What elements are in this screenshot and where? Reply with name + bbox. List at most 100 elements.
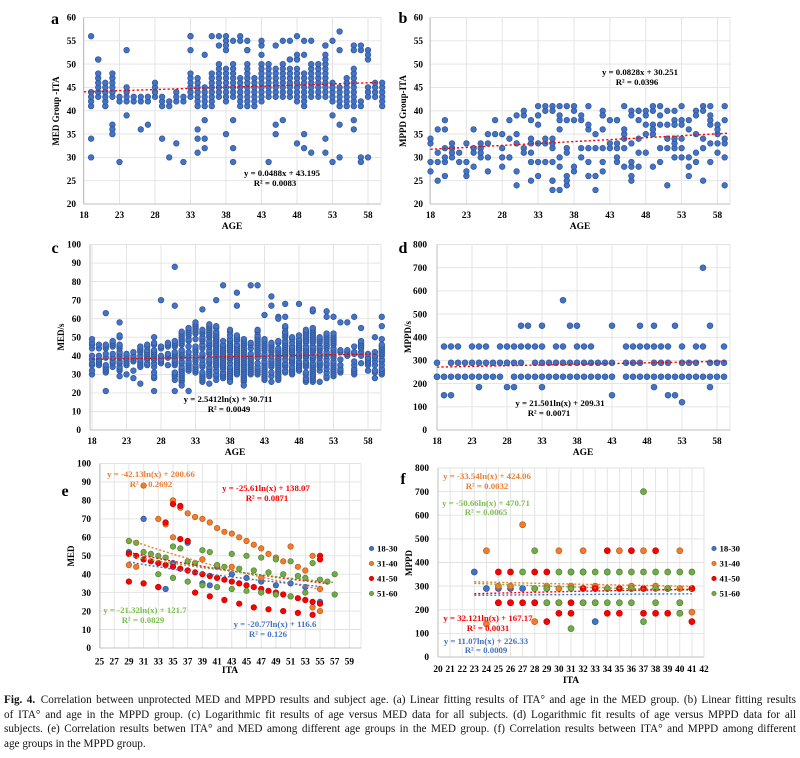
svg-text:30: 30	[82, 589, 92, 599]
svg-text:43: 43	[605, 211, 615, 221]
svg-text:y = -33.54ln(x) + 424.06: y = -33.54ln(x) + 424.06	[443, 471, 531, 481]
svg-text:AGE: AGE	[570, 222, 591, 232]
svg-text:53: 53	[677, 437, 687, 447]
svg-text:60: 60	[67, 14, 77, 24]
svg-text:100: 100	[67, 241, 81, 251]
svg-text:41-50: 41-50	[720, 574, 741, 584]
svg-text:0: 0	[86, 644, 91, 654]
svg-text:51: 51	[286, 658, 296, 668]
svg-text:18: 18	[87, 437, 97, 447]
svg-text:500: 500	[413, 310, 427, 320]
svg-text:200: 200	[415, 606, 429, 616]
svg-text:38: 38	[651, 665, 661, 675]
svg-text:20: 20	[82, 607, 92, 617]
svg-text:70: 70	[82, 515, 92, 525]
svg-text:y = -50.66ln(x) + 470.71: y = -50.66ln(x) + 470.71	[442, 498, 530, 508]
svg-text:R² = 0.0032: R² = 0.0032	[466, 481, 509, 491]
svg-text:R² = 0.0009: R² = 0.0009	[465, 645, 508, 655]
svg-text:43: 43	[260, 437, 270, 447]
svg-text:50: 50	[72, 333, 82, 343]
svg-text:57: 57	[330, 658, 340, 668]
svg-text:20: 20	[414, 200, 424, 210]
svg-text:MED/s: MED/s	[56, 323, 66, 350]
svg-text:33: 33	[591, 665, 601, 675]
svg-text:y = 32.121ln(x) + 167.17: y = 32.121ln(x) + 167.17	[443, 613, 533, 623]
svg-text:29: 29	[124, 658, 134, 668]
svg-text:40: 40	[414, 107, 424, 117]
svg-text:ITA: ITA	[222, 666, 238, 676]
svg-text:23: 23	[462, 211, 472, 221]
svg-text:55: 55	[67, 37, 77, 47]
svg-text:d: d	[399, 240, 408, 257]
svg-text:a: a	[51, 11, 59, 28]
svg-text:70: 70	[72, 296, 82, 306]
svg-text:y = 0.0488x + 43.195: y = 0.0488x + 43.195	[244, 168, 321, 178]
svg-text:51-60: 51-60	[720, 589, 741, 599]
svg-text:f: f	[400, 471, 406, 488]
svg-text:y = -21.32ln(x) + 121.7: y = -21.32ln(x) + 121.7	[103, 605, 187, 615]
svg-text:700: 700	[415, 488, 429, 498]
svg-text:300: 300	[413, 357, 427, 367]
svg-text:90: 90	[72, 259, 82, 269]
svg-text:90: 90	[82, 478, 92, 488]
svg-text:R² = 0.0049: R² = 0.0049	[208, 404, 251, 414]
svg-text:53: 53	[328, 211, 338, 221]
svg-text:MPPD/s: MPPD/s	[403, 321, 413, 353]
svg-text:MPPD: MPPD	[404, 550, 414, 576]
svg-text:y = 11.07ln(x) + 226.33: y = 11.07ln(x) + 226.33	[444, 636, 529, 646]
svg-text:47: 47	[257, 658, 267, 668]
svg-text:32: 32	[578, 665, 588, 675]
svg-text:R² = 0.0396: R² = 0.0396	[616, 77, 659, 87]
svg-text:10: 10	[72, 408, 82, 418]
svg-text:39: 39	[198, 658, 208, 668]
svg-text:58: 58	[712, 437, 722, 447]
svg-text:49: 49	[271, 658, 281, 668]
svg-text:50: 50	[414, 60, 424, 70]
svg-text:40: 40	[72, 352, 82, 362]
svg-text:28: 28	[530, 665, 540, 675]
svg-text:18: 18	[79, 211, 89, 221]
svg-text:58: 58	[363, 437, 373, 447]
svg-text:25: 25	[67, 177, 77, 187]
svg-text:18: 18	[426, 211, 436, 221]
svg-text:AGE: AGE	[222, 222, 243, 232]
svg-text:50: 50	[67, 60, 77, 70]
svg-text:y = -25.61ln(x) + 138.07: y = -25.61ln(x) + 138.07	[222, 483, 310, 493]
svg-text:AGE: AGE	[225, 448, 246, 458]
svg-text:10: 10	[82, 626, 92, 636]
svg-text:0: 0	[76, 426, 81, 436]
svg-text:0: 0	[422, 426, 427, 436]
svg-text:R² = 0.0071: R² = 0.0071	[528, 408, 571, 418]
svg-text:700: 700	[413, 264, 427, 274]
svg-text:36: 36	[627, 665, 637, 675]
svg-text:20: 20	[67, 200, 77, 210]
svg-text:30: 30	[554, 665, 564, 675]
svg-text:R² = 0.2692: R² = 0.2692	[130, 479, 173, 489]
svg-text:38: 38	[221, 211, 231, 221]
svg-text:y = 0.0828x + 30.251: y = 0.0828x + 30.251	[602, 67, 678, 77]
svg-text:35: 35	[168, 658, 178, 668]
svg-text:18-30: 18-30	[720, 544, 741, 554]
svg-text:40: 40	[675, 665, 685, 675]
svg-text:31-40: 31-40	[377, 559, 398, 569]
svg-text:60: 60	[414, 14, 424, 24]
svg-text:24: 24	[482, 665, 492, 675]
svg-text:33: 33	[186, 211, 196, 221]
svg-text:400: 400	[415, 559, 429, 569]
svg-text:33: 33	[154, 658, 164, 668]
svg-text:35: 35	[615, 665, 625, 675]
svg-text:26: 26	[506, 665, 516, 675]
svg-text:MED Group -ITA: MED Group -ITA	[51, 76, 61, 146]
svg-text:33: 33	[537, 437, 547, 447]
svg-text:23: 23	[115, 211, 125, 221]
svg-text:29: 29	[542, 665, 552, 675]
svg-text:23: 23	[122, 437, 132, 447]
svg-text:20: 20	[433, 665, 443, 675]
svg-text:21: 21	[445, 665, 455, 675]
svg-text:55: 55	[414, 37, 424, 47]
svg-text:18: 18	[432, 437, 442, 447]
svg-text:40: 40	[67, 107, 77, 117]
svg-text:53: 53	[329, 437, 339, 447]
svg-text:800: 800	[413, 241, 427, 251]
svg-text:48: 48	[292, 211, 302, 221]
